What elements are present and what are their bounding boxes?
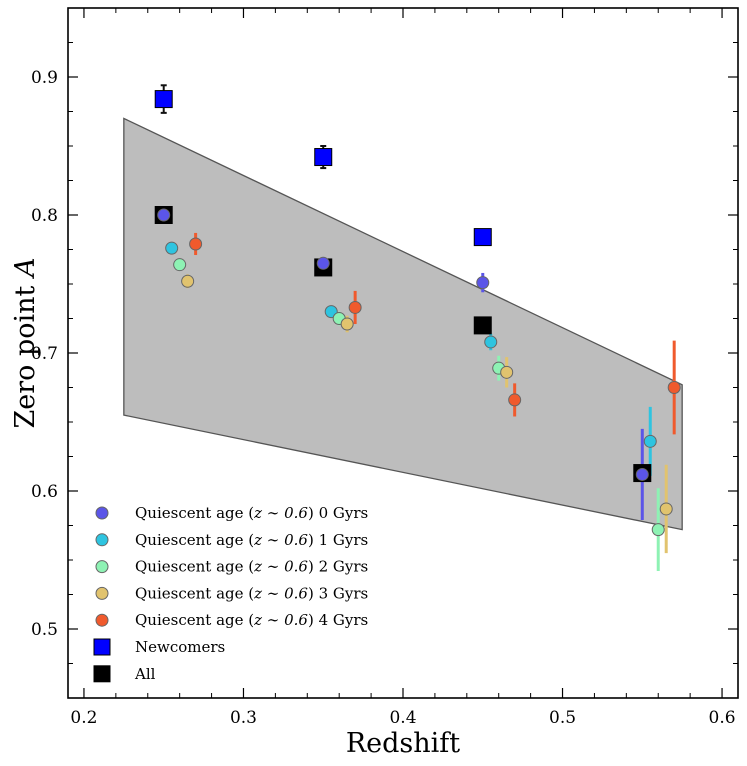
quiescent-age-z-0-6-0-gyrs-point	[476, 276, 490, 290]
quiescent-age-z-0-6-0-gyrs-point	[157, 208, 171, 222]
legend-label-prefix: Quiescent age (	[135, 504, 254, 522]
y-tick-label: 0.7	[31, 344, 58, 364]
legend-label-prefix: Quiescent age (	[135, 531, 254, 549]
x-tick-label: 0.6	[709, 708, 736, 728]
quiescent-age-z-0-6-2-gyrs-point	[173, 258, 187, 272]
legend-label-prefix: Quiescent age (	[135, 611, 254, 629]
quiescent-age-z-0-6-1-gyrs-point	[484, 335, 498, 349]
legend-label-math: z ∼ 0.6	[253, 531, 308, 549]
quiescent-age-z-0-6-4-gyrs-point	[508, 393, 522, 407]
legend-label-suffix: ) 2 Gyrs	[308, 558, 368, 576]
legend: Quiescent age (z ∼ 0.6) 0 GyrsQuiescent …	[93, 504, 368, 683]
quiescent-age-z-0-6-0-gyrs-point	[635, 467, 649, 481]
quiescent-age-z-0-6-2-gyrs-point	[651, 523, 665, 537]
y-tick-label: 0.5	[31, 620, 58, 640]
legend-label-quiescent-age-z-0-6-2-gyrs: Quiescent age (z ∼ 0.6) 2 Gyrs	[135, 558, 368, 576]
y-tick-label: 0.9	[31, 68, 58, 88]
x-tick-label: 0.3	[230, 708, 257, 728]
quiescent-age-z-0-6-1-gyrs-point	[165, 241, 179, 255]
legend-marker-quiescent-age-z-0-6-4-gyrs	[95, 613, 109, 627]
quiescent-age-z-0-6-4-gyrs-point	[348, 300, 362, 314]
y-axis-label-symbol: A	[10, 258, 41, 281]
y-axis-label-text: Zero point	[10, 285, 41, 428]
quiescent-age-z-0-6-3-gyrs-point	[181, 274, 195, 288]
quiescent-age-z-0-6-3-gyrs-point	[659, 502, 673, 516]
x-tick-label: 0.2	[70, 708, 97, 728]
newcomers-point	[154, 90, 173, 109]
legend-label-suffix: ) 0 Gyrs	[308, 504, 368, 522]
legend-label-math: z ∼ 0.6	[253, 611, 308, 629]
legend-label-prefix: Quiescent age (	[135, 584, 254, 602]
legend-label-quiescent-age-z-0-6-3-gyrs: Quiescent age (z ∼ 0.6) 3 Gyrs	[135, 584, 368, 602]
legend-marker-quiescent-age-z-0-6-3-gyrs	[95, 586, 109, 600]
newcomers-point	[314, 148, 333, 167]
band-layer	[123, 117, 683, 531]
legend-label-quiescent-age-z-0-6-4-gyrs: Quiescent age (z ∼ 0.6) 4 Gyrs	[135, 611, 368, 629]
legend-label-suffix: ) 4 Gyrs	[308, 611, 368, 629]
legend-label-suffix: ) 1 Gyrs	[308, 531, 368, 549]
quiescent-age-z-0-6-3-gyrs-point	[500, 365, 514, 379]
legend-label-math: z ∼ 0.6	[253, 558, 308, 576]
plot-area	[123, 84, 683, 572]
ticks-layer: 0.2 0.3 0.4 0.5 0.6 0.5 0.6 0.7 0.8 0.9	[31, 7, 738, 728]
legend-label-newcomers: Newcomers	[135, 638, 225, 656]
y-axis-label: Zero point A	[10, 258, 41, 429]
y-tick-label: 0.8	[31, 206, 58, 226]
legend-label-all: All	[134, 665, 156, 683]
all-point	[473, 316, 492, 335]
quiescent-age-z-0-6-3-gyrs-point	[340, 317, 354, 331]
legend-marker-quiescent-age-z-0-6-1-gyrs	[95, 533, 109, 547]
quiescent-age-z-0-6-1-gyrs-point	[643, 434, 657, 448]
x-tick-label: 0.5	[549, 708, 576, 728]
legend-marker-newcomers	[93, 638, 111, 656]
quiescent-age-z-0-6-4-gyrs-point	[667, 381, 681, 394]
x-tick-label: 0.4	[389, 708, 416, 728]
legend-marker-all	[93, 665, 111, 683]
legend-label-math: z ∼ 0.6	[253, 504, 308, 522]
marker-layer	[154, 90, 681, 537]
x-axis-label: Redshift	[346, 728, 460, 759]
legend-label-quiescent-age-z-0-6-1-gyrs: Quiescent age (z ∼ 0.6) 1 Gyrs	[135, 531, 368, 549]
quiescent-age-z-0-6-4-gyrs-point	[189, 237, 203, 251]
y-tick-label: 0.6	[31, 482, 58, 502]
legend-label-quiescent-age-z-0-6-0-gyrs: Quiescent age (z ∼ 0.6) 0 Gyrs	[135, 504, 368, 522]
shaded-band	[123, 117, 683, 531]
legend-label-prefix: Quiescent age (	[135, 558, 254, 576]
quiescent-age-z-0-6-0-gyrs-point	[316, 256, 330, 270]
legend-label-math: z ∼ 0.6	[253, 584, 308, 602]
legend-marker-quiescent-age-z-0-6-2-gyrs	[95, 560, 109, 574]
newcomers-point	[473, 228, 492, 247]
legend-marker-quiescent-age-z-0-6-0-gyrs	[95, 506, 109, 520]
legend-label-suffix: ) 3 Gyrs	[308, 584, 368, 602]
